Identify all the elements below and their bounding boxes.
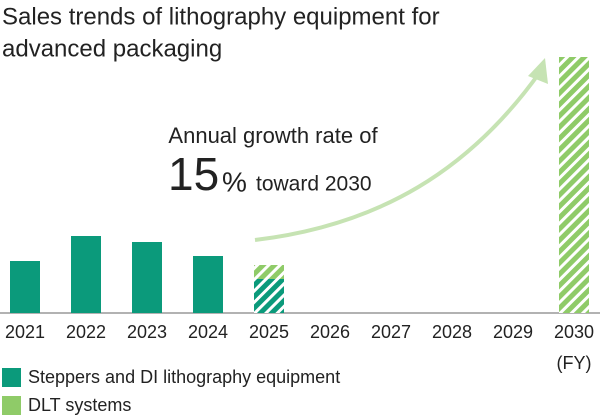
bar [71, 236, 101, 313]
x-tick-label: 2030 [554, 322, 594, 342]
chart-title: Sales trends of lithography equipment fo… [2, 3, 440, 30]
x-tick-label: 2021 [5, 322, 45, 342]
annotation-unit: % [222, 166, 247, 197]
bar [193, 256, 223, 313]
x-tick-label: 2022 [66, 322, 106, 342]
chart-title: advanced packaging [2, 35, 222, 62]
legend-label: DLT systems [28, 395, 131, 415]
annotation: toward 2030 [256, 173, 372, 196]
x-tick-label: 2025 [249, 322, 289, 342]
x-tick-label: 2026 [310, 322, 350, 342]
annotation-rate: 15 [168, 148, 219, 200]
x-tick-label: 2023 [127, 322, 167, 342]
bar [254, 265, 284, 279]
x-tick-label: 2029 [493, 322, 533, 342]
arrow-head [528, 58, 548, 84]
bar [132, 242, 162, 313]
annotation: Annual growth rate of [168, 123, 378, 148]
growth-arrow [254, 70, 542, 242]
legend-swatch [2, 368, 21, 387]
bar [10, 261, 40, 313]
x-tick-label: 2028 [432, 322, 472, 342]
x-tick-label: 2024 [188, 322, 228, 342]
x-tick-label: 2027 [371, 322, 411, 342]
legend-swatch [2, 396, 21, 415]
x-unit: (FY) [557, 353, 592, 373]
legend-label: Steppers and DI lithography equipment [28, 367, 340, 387]
bar [559, 57, 589, 313]
bar [254, 279, 284, 313]
